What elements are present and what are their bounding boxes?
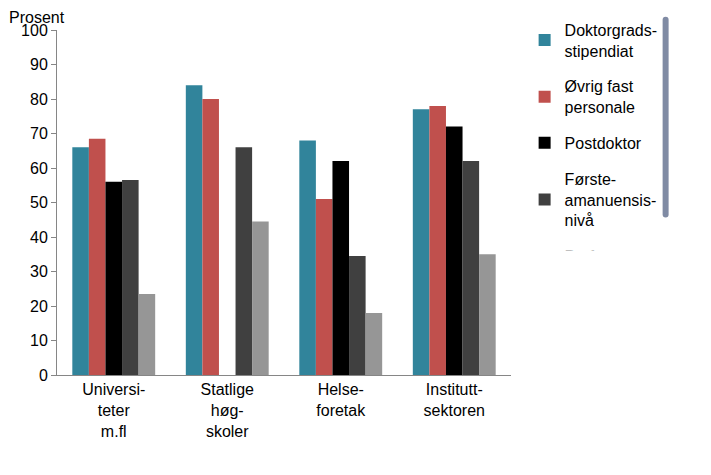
svg-text:100: 100: [21, 22, 48, 39]
svg-text:40: 40: [30, 229, 48, 246]
svg-text:50: 50: [30, 194, 48, 211]
svg-text:20: 20: [30, 298, 48, 315]
svg-text:30: 30: [30, 263, 48, 280]
svg-text:Institutt-sektoren: Institutt-sektoren: [424, 381, 485, 419]
svg-text:80: 80: [30, 91, 48, 108]
svg-text:70: 70: [30, 125, 48, 142]
svg-text:Prosent: Prosent: [9, 9, 65, 26]
svg-text:Universi-teterm.fl: Universi-teterm.fl: [82, 381, 145, 440]
svg-text:Professor-nivå: Professor-nivå: [565, 248, 639, 250]
svg-text:Statligehøg-skoler: Statligehøg-skoler: [201, 381, 254, 440]
svg-text:Øvrig fastpersonale: Øvrig fastpersonale: [565, 78, 635, 116]
svg-text:Helse-foretak: Helse-foretak: [316, 381, 366, 419]
svg-text:Doktorgrads-stipendiat: Doktorgrads-stipendiat: [565, 22, 657, 60]
svg-text:60: 60: [30, 160, 48, 177]
svg-text:10: 10: [30, 332, 48, 349]
svg-text:90: 90: [30, 56, 48, 73]
svg-text:Første-amanuensis-nivå: Første-amanuensis-nivå: [565, 171, 657, 230]
svg-text:Postdoktor: Postdoktor: [565, 135, 642, 152]
svg-text:0: 0: [39, 367, 48, 384]
html-text:nivå: nivå: [564, 269, 594, 287]
